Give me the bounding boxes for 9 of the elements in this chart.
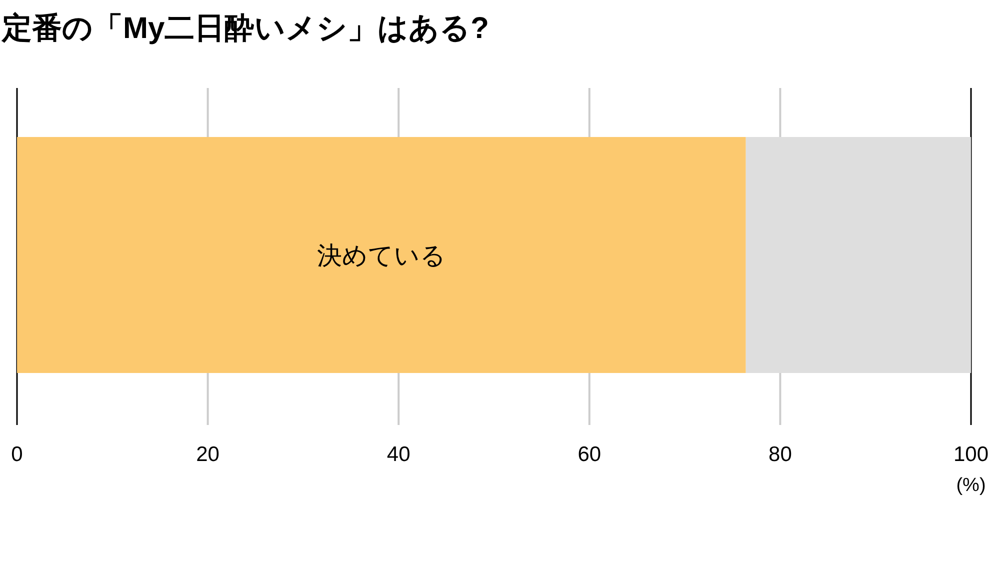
xtick: 20 bbox=[196, 443, 220, 466]
xtick: 0 bbox=[11, 443, 23, 466]
title: 定番の「My二日酔いメシ」はある? bbox=[2, 12, 489, 45]
series-label: 決めている bbox=[316, 242, 446, 270]
xtick: 80 bbox=[768, 443, 792, 466]
xlabel: (%) bbox=[956, 475, 986, 496]
xtick: 60 bbox=[578, 443, 602, 466]
xtick: 40 bbox=[386, 443, 410, 466]
xtick: 100 bbox=[953, 443, 989, 466]
